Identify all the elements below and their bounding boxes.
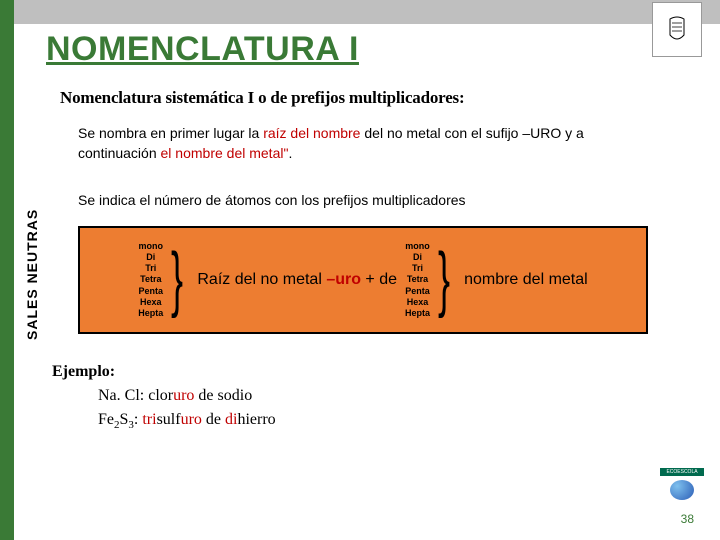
l1-uro: uro — [173, 387, 194, 404]
prefix-item: Hexa — [407, 297, 429, 308]
ejemplo-line-2: Fe2S3: trisulfuro de dihierro — [98, 408, 276, 434]
prefix-item: Tetra — [407, 274, 428, 285]
prefix-item: Penta — [405, 286, 430, 297]
prefix-item: Hepta — [138, 308, 163, 319]
l1-b: de sodio — [194, 387, 252, 404]
l2-d: sulf — [157, 411, 181, 428]
body-paragraph-2: Se indica el número de átomos con los pr… — [78, 192, 638, 208]
prefix-item: mono — [405, 241, 430, 252]
mid-uro: –uro — [326, 271, 361, 288]
formula-end: nombre del metal — [458, 271, 588, 289]
prefix-col-right: mono Di Tri Tetra Penta Hexa Hepta } — [405, 241, 456, 320]
prefix-item: Di — [413, 252, 422, 263]
prefix-item: mono — [139, 241, 164, 252]
sidebar-label: SALES NEUTRAS — [24, 209, 40, 340]
l2-di: di — [225, 411, 237, 428]
body-paragraph-1: Se nombra en primer lugar la raíz del no… — [78, 124, 638, 163]
prefix-col-left: mono Di Tri Tetra Penta Hexa Hepta } — [138, 241, 189, 320]
prefix-item: Tri — [412, 263, 423, 274]
top-bar — [14, 0, 720, 24]
prefix-item: Penta — [139, 286, 164, 297]
globe-icon — [670, 480, 694, 500]
p1-a: Se nombra en primer lugar la — [78, 125, 263, 141]
formula-box: mono Di Tri Tetra Penta Hexa Hepta } Raí… — [78, 226, 648, 334]
bracket-icon: } — [171, 251, 183, 309]
logo-top — [652, 2, 702, 57]
page-number: 38 — [681, 512, 694, 526]
ejemplo-line-1: Na. Cl: cloruro de sodio — [98, 384, 276, 408]
prefix-item: Hepta — [405, 308, 430, 319]
l2-f: hierro — [237, 411, 275, 428]
p1-nombre: el nombre del metal" — [161, 145, 289, 161]
p1-c: . — [288, 145, 292, 161]
l1-a: Na. Cl: clor — [98, 387, 173, 404]
logo-bottom-strip: ECOESCOLA — [660, 468, 704, 476]
prefix-item: Di — [146, 252, 155, 263]
logo-bottom: ECOESCOLA — [660, 468, 704, 506]
bracket-icon: } — [438, 251, 450, 309]
p1-raiz: raíz del nombre — [263, 125, 360, 141]
prefix-list-left: mono Di Tri Tetra Penta Hexa Hepta — [138, 241, 163, 320]
ejemplo-block: Ejemplo: Na. Cl: cloruro de sodio Fe2S3:… — [52, 360, 276, 434]
l2-e: de — [202, 411, 225, 428]
mid-b: + de — [361, 271, 397, 288]
prefix-item: Hexa — [140, 297, 162, 308]
page-title: NOMENCLATURA I — [46, 30, 359, 69]
ejemplo-label: Ejemplo: — [52, 360, 276, 384]
mid-a: Raíz del no metal — [197, 271, 326, 288]
formula-mid: Raíz del no metal –uro + de — [191, 271, 403, 289]
l2-a: Fe — [98, 411, 114, 428]
subtitle: Nomenclatura sistemática I o de prefijos… — [60, 88, 464, 108]
prefix-list-right: mono Di Tri Tetra Penta Hexa Hepta — [405, 241, 430, 320]
prefix-item: Tetra — [140, 274, 161, 285]
prefix-item: Tri — [145, 263, 156, 274]
left-stripe — [0, 0, 14, 540]
l2-uro: uro — [181, 411, 202, 428]
l2-tri: tri — [142, 411, 156, 428]
